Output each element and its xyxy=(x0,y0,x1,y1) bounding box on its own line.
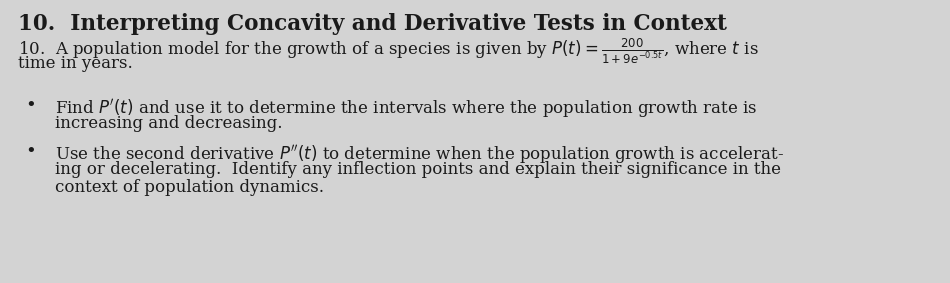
Text: context of population dynamics.: context of population dynamics. xyxy=(55,179,324,196)
Text: 10.  Interpreting Concavity and Derivative Tests in Context: 10. Interpreting Concavity and Derivativ… xyxy=(18,13,727,35)
Text: Find $P'(t)$ and use it to determine the intervals where the population growth r: Find $P'(t)$ and use it to determine the… xyxy=(55,97,757,120)
Text: 10.  A population model for the growth of a species is given by $P(t) = \frac{20: 10. A population model for the growth of… xyxy=(18,36,759,66)
Text: •: • xyxy=(25,143,36,161)
Text: •: • xyxy=(25,97,36,115)
Text: increasing and decreasing.: increasing and decreasing. xyxy=(55,115,282,132)
Text: ing or decelerating.  Identify any inflection points and explain their significa: ing or decelerating. Identify any inflec… xyxy=(55,161,781,178)
Text: time in years.: time in years. xyxy=(18,55,133,72)
Text: Use the second derivative $P''(t)$ to determine when the population growth is ac: Use the second derivative $P''(t)$ to de… xyxy=(55,143,784,166)
